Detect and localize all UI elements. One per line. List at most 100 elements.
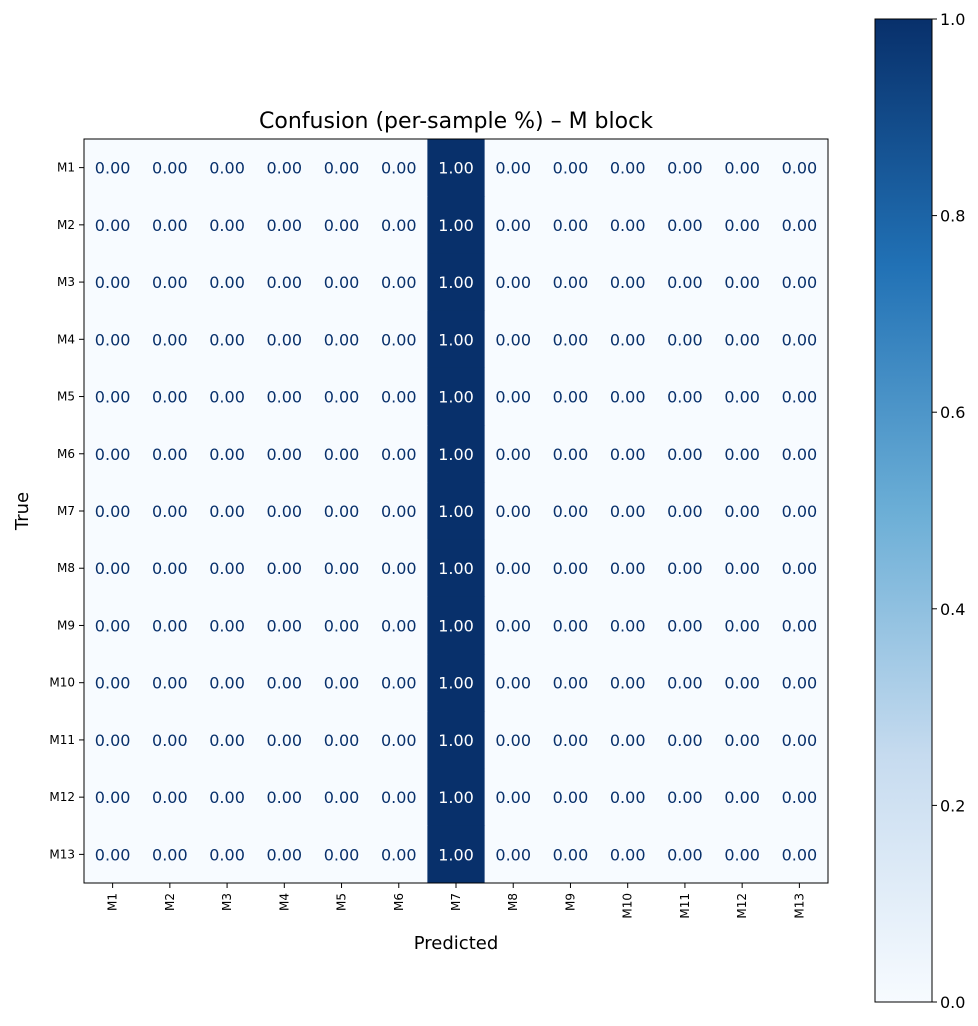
cell-value-label: 0.00 (152, 788, 188, 807)
cell-value-label: 1.00 (438, 559, 474, 578)
cell-value-label: 0.00 (495, 273, 531, 292)
heatmap-cells (84, 139, 829, 884)
cell-value-label: 0.00 (324, 731, 360, 750)
y-tick-label: M4 (57, 332, 75, 346)
cell-value-label: 1.00 (438, 616, 474, 635)
heatmap-cell-M10-M13 (770, 654, 829, 712)
cell-value-label: 0.00 (724, 616, 760, 635)
cell-value-label: 0.00 (553, 330, 589, 349)
cell-value-label: 0.00 (782, 674, 818, 693)
cell-value-label: 0.00 (782, 273, 818, 292)
cell-value-label: 0.00 (152, 731, 188, 750)
x-tick-label: M6 (392, 893, 406, 911)
heatmap-cell-M8-M9 (541, 539, 600, 598)
heatmap-cell-M8-M7 (427, 539, 486, 598)
heatmap-cell-M4-M6 (370, 310, 428, 369)
cell-value-label: 0.00 (95, 159, 131, 178)
cell-value-label: 1.00 (438, 502, 474, 521)
heatmap-cell-M4-M9 (541, 310, 600, 369)
cell-value-label: 0.00 (782, 788, 818, 807)
cell-value-label: 0.00 (724, 159, 760, 178)
heatmap-cell-M8-M12 (713, 539, 772, 598)
cell-value-label: 0.00 (495, 159, 531, 178)
heatmap-cell-M5-M7 (427, 367, 486, 426)
heatmap-cell-M13-M12 (713, 825, 772, 884)
cell-value-label: 0.00 (495, 845, 531, 864)
x-tick-label: M12 (735, 893, 749, 919)
heatmap-cell-M12-M12 (713, 768, 772, 827)
heatmap-cell-M11-M9 (541, 711, 600, 770)
cell-value-label: 0.00 (724, 788, 760, 807)
cell-value-label: 0.00 (724, 502, 760, 521)
cell-value-label: 0.00 (95, 502, 131, 521)
cell-value-label: 0.00 (553, 445, 589, 464)
cell-value-label: 0.00 (381, 330, 417, 349)
heatmap-cell-M9-M13 (770, 596, 829, 655)
cell-value-label: 0.00 (667, 388, 703, 407)
heatmap-cell-M1-M4 (255, 139, 314, 197)
heatmap-cell-M9-M7 (427, 596, 486, 655)
heatmap-cell-M5-M4 (255, 367, 314, 426)
cell-value-label: 1.00 (438, 788, 474, 807)
heatmap-cell-M8-M1 (84, 539, 142, 598)
cell-value-label: 0.00 (667, 273, 703, 292)
heatmap-cell-M12-M9 (541, 768, 600, 827)
heatmap-cell-M10-M3 (198, 654, 257, 712)
heatmap-cell-M2-M3 (198, 196, 257, 254)
heatmap-cell-M8-M5 (312, 539, 371, 598)
heatmap-cell-M3-M8 (484, 253, 543, 312)
heatmap-cell-M11-M3 (198, 711, 257, 770)
heatmap-cell-M6-M7 (427, 425, 486, 483)
heatmap-cell-M3-M7 (427, 253, 486, 312)
cell-value-label: 1.00 (438, 330, 474, 349)
heatmap-cell-M3-M5 (312, 253, 371, 312)
heatmap-cell-M13-M11 (656, 825, 715, 884)
heatmap-cell-M12-M1 (84, 768, 142, 827)
cell-value-label: 0.00 (152, 559, 188, 578)
heatmap-cell-M7-M8 (484, 482, 543, 541)
cell-value-label: 1.00 (438, 674, 474, 693)
x-tick-label: M4 (277, 893, 291, 911)
heatmap-cell-M11-M11 (656, 711, 715, 770)
cell-value-label: 0.00 (782, 388, 818, 407)
cell-value-label: 0.00 (782, 159, 818, 178)
cell-value-label: 0.00 (324, 845, 360, 864)
heatmap-cell-M3-M3 (198, 253, 257, 312)
heatmap-cell-M6-M6 (370, 425, 428, 483)
cell-value-label: 0.00 (667, 216, 703, 235)
heatmap-cell-M9-M6 (370, 596, 428, 655)
heatmap-cell-M11-M7 (427, 711, 486, 770)
y-tick-label: M7 (57, 504, 75, 518)
heatmap-cell-M10-M8 (484, 654, 543, 712)
cell-value-label: 0.00 (724, 731, 760, 750)
heatmap-cell-M12-M13 (770, 768, 829, 827)
cell-value-label: 0.00 (724, 388, 760, 407)
colorbar-tick-label: 0.2 (940, 796, 965, 815)
heatmap-cell-M5-M9 (541, 367, 600, 426)
heatmap-cell-M2-M11 (656, 196, 715, 254)
heatmap-cell-M2-M13 (770, 196, 829, 254)
heatmap-cell-M4-M10 (599, 310, 657, 369)
cell-value-label: 0.00 (610, 674, 646, 693)
y-axis-ticks: M1 M2 M3 M4 M5 M6 M7 M8 M9 M10 M11 M12 M13 (49, 161, 84, 861)
y-tick-label: M12 (49, 790, 75, 804)
heatmap-cell-M1-M13 (770, 139, 829, 197)
heatmap-cell-M2-M12 (713, 196, 772, 254)
heatmap-cell-M4-M8 (484, 310, 543, 369)
cell-value-label: 1.00 (438, 216, 474, 235)
y-tick-label: M6 (57, 447, 75, 461)
heatmap-cell-M9-M9 (541, 596, 600, 655)
heatmap-cell-M4-M4 (255, 310, 314, 369)
heatmap-cell-M5-M12 (713, 367, 772, 426)
heatmap-cell-labels: 0.00 0.00 0.00 0.00 0.00 0.00 1.00 0.00 0.00 0.00… (95, 159, 817, 865)
cell-value-label: 0.00 (381, 559, 417, 578)
cell-value-label: 0.00 (667, 559, 703, 578)
heatmap-cell-M13-M7 (427, 825, 486, 884)
heatmap-cell-M12-M11 (656, 768, 715, 827)
cell-value-label: 0.00 (152, 674, 188, 693)
heatmap-cell-M9-M10 (599, 596, 657, 655)
heatmap-cell-M5-M13 (770, 367, 829, 426)
heatmap-cell-M2-M10 (599, 196, 657, 254)
cell-value-label: 0.00 (724, 845, 760, 864)
cell-value-label: 0.00 (553, 559, 589, 578)
